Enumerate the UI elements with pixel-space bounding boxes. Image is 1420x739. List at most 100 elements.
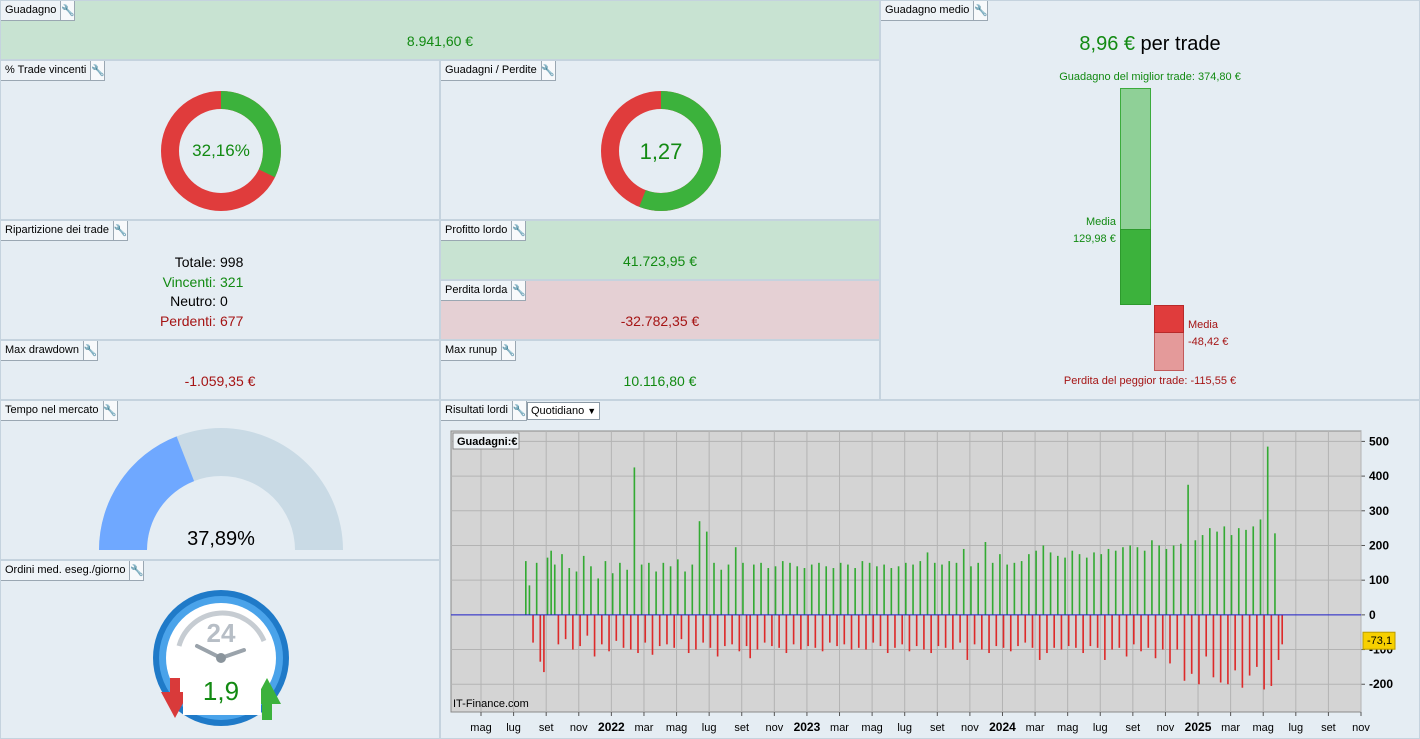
profit-bar — [1006, 564, 1008, 615]
loss-bar — [615, 614, 618, 641]
profit-bar — [876, 566, 878, 615]
wrench-icon[interactable]: 🔧 — [540, 61, 555, 80]
loss-bar — [952, 614, 954, 650]
profit-bar — [626, 569, 628, 615]
wrench-icon[interactable]: 🔧 — [82, 341, 97, 360]
trade-breakdown-panel: Ripartizione dei trade 🔧 Totale: 998 Vince… — [0, 220, 440, 340]
panel-title: Perdita lorda — [445, 284, 508, 296]
loss-bar — [995, 614, 998, 647]
x-tick-label: set — [1321, 722, 1336, 734]
panel-header: Guadagni / Perdite 🔧 — [441, 61, 556, 81]
x-tick-label: nov — [1352, 722, 1370, 734]
panel-header: Max drawdown 🔧 — [1, 341, 98, 361]
wrench-icon[interactable]: 🔧 — [102, 401, 117, 420]
wrench-icon[interactable]: 🔧 — [511, 281, 526, 300]
profit-bar — [1107, 548, 1110, 615]
avg-loss-bar — [1154, 305, 1184, 333]
max-drawdown-value: -1.059,35 € — [184, 373, 256, 389]
profit-bar — [1122, 547, 1124, 615]
profit-bar — [970, 566, 972, 615]
panel-title: Risultati lordi — [445, 404, 508, 416]
loss-bar — [1111, 614, 1113, 650]
panel-header: Risultati lordi 🔧 — [441, 401, 527, 421]
loss-bar — [1104, 614, 1106, 660]
wrench-icon[interactable]: 🔧 — [973, 1, 988, 20]
wrench-icon[interactable]: 🔧 — [511, 401, 526, 420]
loss-bar — [1270, 614, 1273, 686]
loss-bar — [857, 614, 860, 648]
profit-bar — [1274, 533, 1276, 615]
wrench-icon[interactable]: 🔧 — [90, 61, 105, 80]
profit-bar — [1035, 550, 1037, 615]
loss-bar — [785, 614, 788, 654]
profit-bar — [535, 562, 538, 615]
current-value-marker — [1362, 631, 1396, 650]
wrench-icon[interactable]: 🔧 — [500, 341, 515, 360]
breakdown-label: Vincenti: — [162, 273, 217, 290]
profit-bar — [1230, 535, 1233, 615]
profit-bar — [991, 562, 994, 615]
loss-bar — [1082, 614, 1084, 654]
loss-bar — [814, 614, 817, 648]
wrench-icon[interactable]: 🔧 — [129, 561, 144, 580]
profit-bar — [1252, 526, 1255, 615]
profit-bar — [1129, 545, 1132, 615]
wrench-icon[interactable]: 🔧 — [511, 221, 526, 240]
loss-bar — [850, 614, 853, 650]
profit-bar — [948, 561, 951, 615]
profit-loss-ratio-value: 1,27 — [639, 139, 683, 164]
loss-bar — [1161, 614, 1164, 650]
x-tick-label: mar — [1221, 722, 1240, 734]
y-tick-label: 300 — [1369, 504, 1389, 518]
clock-dial-label: 24 — [207, 618, 236, 648]
loss-bar — [724, 614, 726, 647]
results-chart: 5004003002001000-100-200maglugsetnov2022… — [450, 430, 1396, 734]
panel-title: % Trade vincenti — [5, 64, 87, 76]
period-select[interactable]: Quotidiano ▼ — [527, 402, 601, 420]
win-percent-donut — [161, 91, 281, 211]
loss-bar — [908, 614, 911, 652]
profit-bar — [962, 548, 965, 615]
wrench-icon[interactable]: 🔧 — [112, 221, 127, 240]
profit-bar — [926, 552, 929, 615]
loss-bar — [923, 614, 925, 650]
loss-bar — [944, 614, 947, 648]
worst-trade-label: Perdita del peggior trade: -115,55 € — [1063, 375, 1237, 387]
breakdown-label: Totale: — [174, 254, 217, 270]
loss-bar — [1241, 614, 1244, 688]
loss-bar — [778, 614, 780, 648]
loss-bar — [894, 614, 896, 648]
profit-bar — [1165, 548, 1168, 615]
loss-bar — [1060, 614, 1063, 650]
loss-bar — [1205, 614, 1208, 657]
panel-header: Ordini med. eseg./giorno 🔧 — [1, 561, 145, 581]
profit-bar — [984, 542, 987, 615]
loss-bar — [1089, 614, 1092, 647]
profit-bar — [818, 562, 820, 615]
loss-bar — [1154, 614, 1157, 659]
loss-bar — [629, 614, 632, 650]
profit-bar — [912, 564, 914, 615]
y-tick-label: 0 — [1369, 608, 1376, 622]
loss-bar — [673, 614, 676, 648]
avg-profit-panel: Guadagno medio 🔧 8,96 € per trade Guadagn… — [880, 0, 1420, 400]
loss-bar — [579, 614, 581, 647]
wrench-icon[interactable]: 🔧 — [60, 1, 75, 20]
x-tick-label: nov — [961, 722, 979, 734]
loss-bar — [666, 614, 668, 645]
profit-bar — [528, 585, 531, 615]
loss-bar — [1212, 614, 1215, 678]
profit-bar — [713, 562, 715, 615]
profit-bar — [839, 562, 842, 615]
loss-bar — [792, 614, 795, 645]
panel-header: Ripartizione dei trade 🔧 — [1, 221, 128, 241]
profit-bar — [705, 531, 708, 615]
loss-bar — [959, 614, 961, 643]
profit-bar — [633, 467, 636, 615]
loss-bar — [1096, 614, 1099, 648]
loss-bar — [879, 614, 882, 647]
loss-bar — [930, 614, 932, 654]
profit-bar — [825, 566, 828, 615]
profit-value: 8.941,60 € — [406, 33, 474, 49]
loss-bar — [1133, 614, 1135, 645]
